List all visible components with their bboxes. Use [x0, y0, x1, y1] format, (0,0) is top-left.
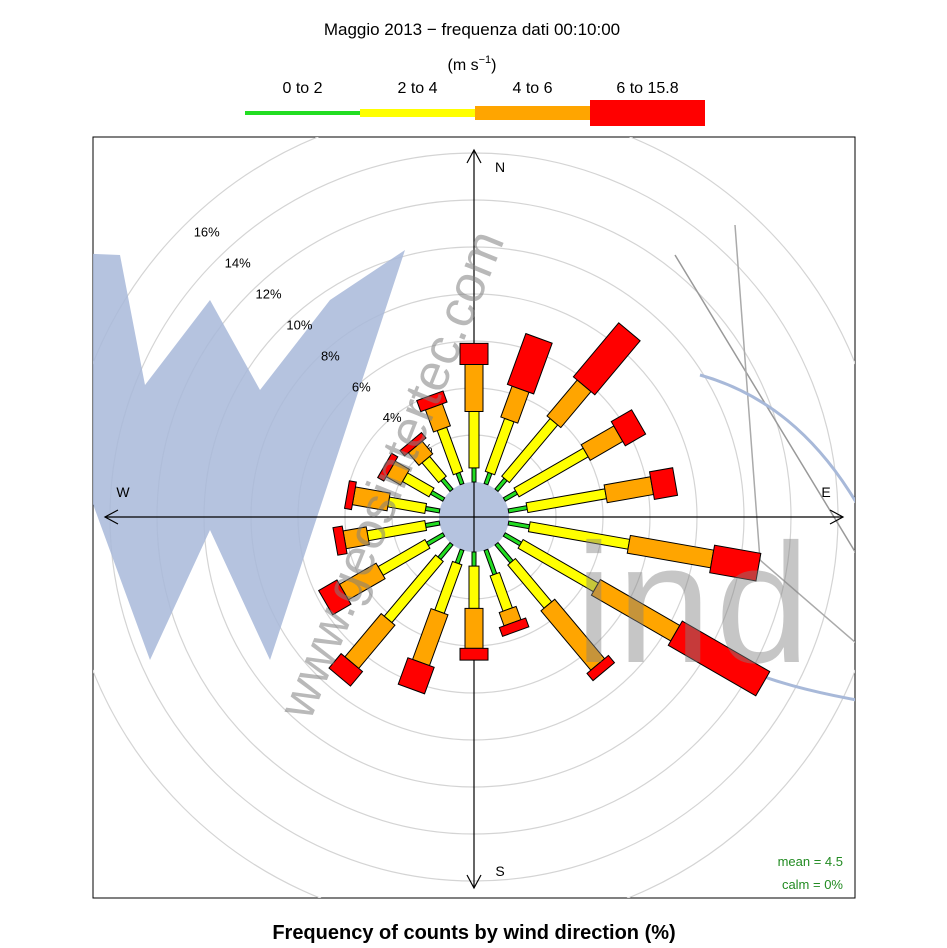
calm-stat: calm = 0%: [782, 877, 843, 892]
petal-dir-220: [328, 541, 454, 687]
petal-320-bin-3: [399, 431, 427, 457]
petal-60-bin-3: [610, 409, 647, 447]
petal-0-bin-1: [468, 411, 480, 469]
arrow-east: [829, 509, 845, 525]
petal-dir-140: [494, 541, 616, 682]
petal-dir-200: [397, 548, 465, 695]
radial-tick-8: 8%: [321, 348, 340, 363]
petal-300-bin-3: [376, 452, 399, 482]
petal-180-bin-2: [464, 607, 484, 649]
watermark-w-shape: [93, 250, 405, 660]
arrow-west: [103, 509, 119, 525]
petal-340-bin-3: [416, 390, 448, 413]
radial-tick-16: 16%: [194, 225, 220, 240]
legend-swatch-2: [475, 106, 590, 120]
petal-dir-180: [459, 551, 489, 661]
petal-dir-100: [507, 520, 762, 582]
legend-label-3: 6 to 15.8: [616, 80, 678, 97]
petal-240-bin-3: [317, 579, 352, 616]
legend-swatch-3: [590, 100, 705, 126]
petal-dir-20: [483, 332, 553, 486]
radial-tick-14: 14%: [225, 256, 251, 271]
wind-petals: [317, 322, 771, 697]
compass-west-label: W: [116, 484, 130, 500]
petal-dir-160: [483, 548, 530, 638]
petal-40-bin-3: [572, 322, 641, 396]
compass-north-label: N: [495, 159, 505, 175]
radial-tick-6: 6%: [352, 379, 371, 394]
chart-title: Maggio 2013 − frequenza dati 00:10:00: [324, 20, 620, 39]
compass-axes: [103, 148, 845, 890]
watermark-swoosh: [689, 373, 855, 702]
petal-180-bin-0: [471, 551, 477, 567]
petal-180-bin-1: [468, 565, 480, 609]
arrow-south: [466, 874, 482, 890]
petal-dir-40: [494, 322, 641, 493]
petal-dir-320: [399, 431, 454, 493]
petal-260-bin-3: [332, 525, 348, 556]
petal-80-bin-3: [648, 467, 679, 500]
petal-100-bin-3: [709, 544, 762, 582]
radial-tick-4: 4%: [383, 410, 402, 425]
petal-dir-300: [376, 452, 446, 502]
compass-south-label: S: [495, 863, 504, 879]
petal-220-bin-3: [328, 652, 364, 687]
legend-unit: (m s−1): [448, 54, 497, 74]
petal-20-bin-3: [506, 332, 553, 395]
x-axis-label: Frequency of counts by wind direction (%…: [272, 922, 675, 944]
petal-140-bin-3: [586, 654, 616, 682]
legend-label-1: 2 to 4: [397, 80, 437, 97]
petal-dir-80: [507, 467, 679, 514]
petal-200-bin-3: [397, 657, 435, 695]
petal-180-bin-3: [459, 647, 489, 661]
petal-dir-280: [343, 480, 441, 514]
petal-dir-0: [459, 342, 489, 483]
petal-120-bin-3: [667, 620, 771, 697]
radial-tick-12: 12%: [256, 287, 282, 302]
petal-280-bin-3: [343, 480, 357, 511]
legend: 0 to 2 2 to 4 4 to 6 6 to 15.8: [245, 80, 705, 126]
mean-stat: mean = 4.5: [778, 854, 843, 869]
compass-east-label: E: [821, 484, 830, 500]
petal-dir-120: [502, 532, 771, 697]
petal-0-bin-0: [471, 467, 477, 483]
legend-label-2: 4 to 6: [512, 80, 552, 97]
watermark-line-1: [674, 254, 855, 554]
radial-tick-10: 10%: [286, 317, 312, 332]
petal-dir-60: [502, 409, 647, 502]
legend-label-0: 0 to 2: [282, 80, 322, 97]
watermark-wind: ind: [575, 509, 814, 699]
legend-swatch-0: [245, 111, 360, 115]
petal-0-bin-2: [464, 364, 484, 412]
petal-dir-240: [317, 532, 446, 616]
petal-160-bin-3: [498, 617, 530, 638]
arrow-north: [466, 148, 482, 164]
petal-0-bin-3: [459, 342, 489, 366]
legend-swatch-1: [360, 109, 475, 117]
petal-dir-260: [332, 520, 441, 556]
petal-dir-340: [416, 390, 465, 486]
